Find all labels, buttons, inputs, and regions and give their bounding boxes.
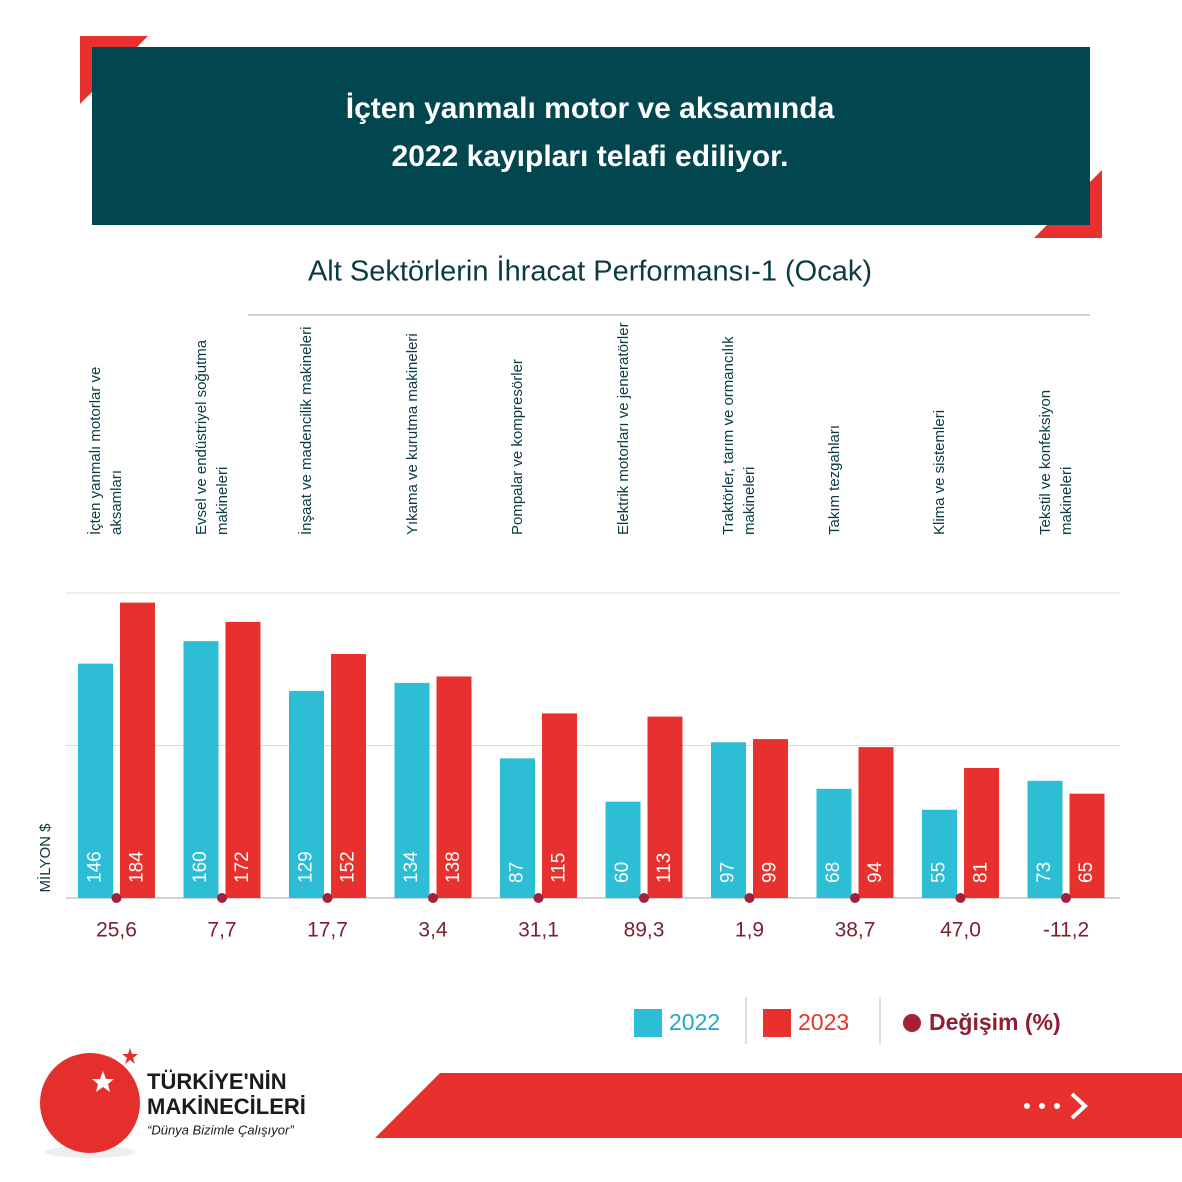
- legend-label: 2023: [798, 1009, 849, 1035]
- chart-title: Alt Sektörlerin İhracat Performansı-1 (O…: [308, 255, 872, 288]
- bar: [436, 676, 472, 898]
- change-label: 7,7: [207, 919, 236, 942]
- bar: [542, 713, 577, 898]
- change-label: 25,6: [96, 919, 137, 942]
- change-label: 89,3: [624, 919, 665, 942]
- category-label: Yıkama ve kurutma makineleri: [403, 333, 421, 535]
- bar: [1027, 780, 1063, 898]
- bar: [605, 801, 641, 898]
- value-label: 113: [654, 853, 675, 883]
- value-label: 129: [296, 851, 317, 883]
- bar: [964, 767, 999, 898]
- bar: [500, 758, 535, 898]
- change-dot: [428, 893, 438, 903]
- category-label: Takım tezgahları: [825, 424, 843, 535]
- value-label: 134: [401, 851, 422, 883]
- change-label: -11,2: [1043, 919, 1089, 942]
- value-label: 68: [823, 862, 844, 883]
- footer-band: [375, 1073, 1182, 1138]
- decor: [1024, 1103, 1030, 1109]
- bar: [858, 747, 894, 898]
- decor: [1070, 1092, 1088, 1120]
- change-dot: [533, 893, 544, 903]
- legend-swatch: [634, 1009, 662, 1037]
- change-label: 3,4: [418, 919, 448, 942]
- bar: [922, 809, 957, 898]
- value-label: 60: [612, 862, 633, 883]
- bar: [331, 654, 366, 898]
- change-dot: [217, 893, 227, 903]
- value-label: 115: [549, 853, 570, 883]
- value-label: 87: [507, 862, 528, 883]
- change-label: 1,9: [735, 919, 764, 942]
- category-label: Klima ve sistemleri: [931, 409, 948, 535]
- bar: [753, 739, 788, 898]
- legend-swatch: [763, 1009, 791, 1037]
- legend-label: 2022: [669, 1009, 720, 1035]
- change-dot: [850, 893, 860, 903]
- value-label: 55: [929, 862, 950, 883]
- value-label: 94: [865, 861, 886, 883]
- bar: [711, 742, 746, 898]
- bar: [1069, 793, 1105, 898]
- change-label: 38,7: [835, 919, 876, 942]
- bar: [183, 641, 219, 898]
- change-dot: [322, 893, 333, 903]
- change-label: 17,7: [307, 919, 348, 942]
- value-label: 81: [971, 862, 992, 883]
- value-label: 184: [127, 851, 148, 883]
- logo-star: [92, 1071, 114, 1092]
- bar: [394, 682, 430, 898]
- value-label: 97: [718, 862, 739, 883]
- bar: [647, 716, 683, 898]
- value-label: 160: [190, 851, 211, 883]
- legend-swatch: [903, 1014, 921, 1032]
- bar: [120, 602, 155, 898]
- change-label: 47,0: [940, 919, 981, 942]
- y-axis-label: MİLYON $: [36, 823, 54, 893]
- decor: [1039, 1103, 1045, 1109]
- value-label: 99: [760, 862, 781, 883]
- logo-star: [122, 1048, 138, 1064]
- category-label: Elektrik motorları ve jeneratörler: [614, 322, 632, 535]
- legend-label: Değişim (%): [929, 1009, 1061, 1035]
- change-label: 31,1: [518, 919, 559, 942]
- value-label: 152: [338, 851, 359, 883]
- category-label: Traktörler, tarım ve ormancılık makinele…: [720, 336, 758, 535]
- logo: [40, 1053, 140, 1153]
- header-box: [92, 47, 1090, 225]
- change-dot: [111, 893, 122, 903]
- category-label: Tekstil ve konfeksiyon makineleri: [1036, 389, 1075, 535]
- value-label: 146: [85, 851, 106, 883]
- brand: TÜRKİYE'NİN: [147, 1069, 287, 1094]
- bar: [225, 621, 261, 898]
- value-label: 65: [1076, 862, 1097, 883]
- bar: [289, 690, 324, 898]
- value-label: 172: [232, 851, 253, 883]
- category-label: Evsel ve endüstriyel soğutma makineleri: [192, 339, 231, 535]
- headline: İçten yanmalı motor ve aksamında 2022 kay…: [346, 92, 835, 173]
- value-label: 138: [443, 851, 464, 883]
- bar: [816, 788, 852, 898]
- change-dot: [955, 893, 966, 903]
- change-dot: [639, 893, 649, 903]
- category-label: Pompalar ve kompresörler: [509, 359, 526, 535]
- category-label: İnşaat ve madencilik makineleri: [298, 326, 315, 535]
- category-label: İçten yanmalı motorlar ve aksamları: [87, 366, 125, 535]
- brand: MAKİNECİLERİ: [147, 1094, 306, 1119]
- change-dot: [744, 893, 755, 903]
- change-dot: [1061, 893, 1071, 903]
- decor: [1054, 1103, 1060, 1109]
- slogan: “Dünya Bizimle Çalışıyor”: [147, 1122, 294, 1137]
- value-label: 73: [1034, 862, 1055, 883]
- bar: [78, 663, 113, 898]
